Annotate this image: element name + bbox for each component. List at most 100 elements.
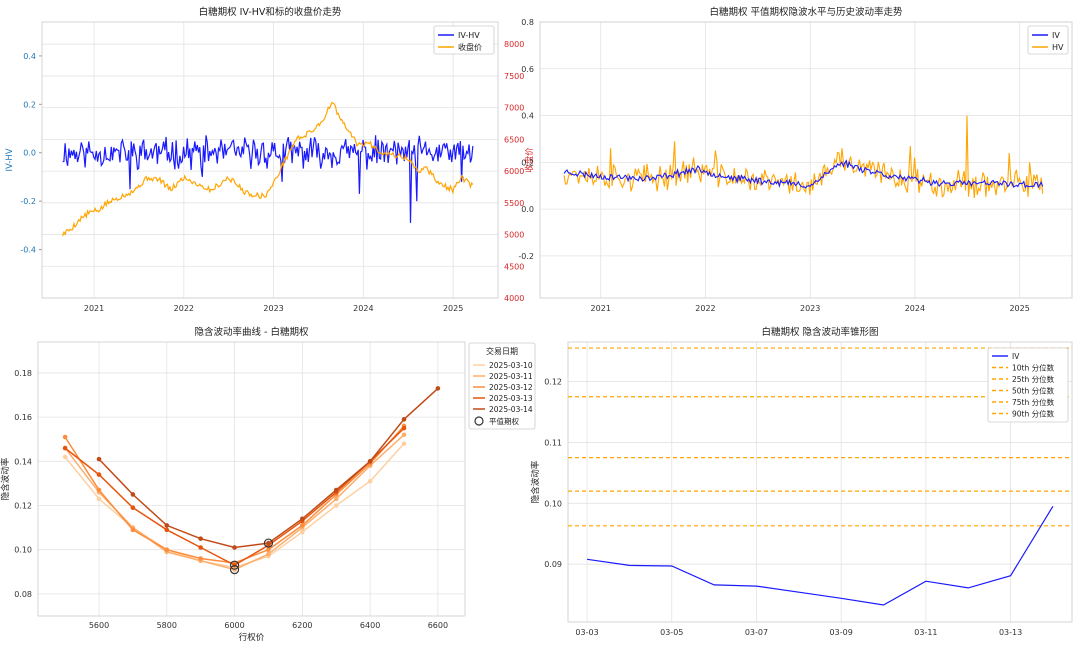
legend-atm-marker [474, 416, 484, 426]
y2-tick-label: 7500 [504, 72, 524, 81]
legend-label: 90th 分位数 [1012, 409, 1055, 419]
panel2-frame [539, 21, 1073, 299]
chart-iv-hv: 2021 2022 2023 2024 2025 -0.2 0.0 0.2 0.4 0.6 0.8 白… [518, 6, 1073, 313]
x-tick-label: 2025 [1009, 304, 1029, 313]
smile-point [300, 516, 305, 522]
legend-label: IV [1052, 31, 1060, 40]
legend-label: 2025-03-10 [489, 361, 533, 370]
smile-point [96, 496, 102, 502]
legend-label: 2025-03-13 [489, 394, 533, 403]
smile-point [401, 417, 407, 422]
y2-axis-label: 收盘价 [524, 147, 535, 173]
x-tick-label: 6200 [292, 621, 312, 630]
smile-point [164, 547, 170, 553]
y-tick-label: -0.2 [518, 252, 534, 261]
smile-point [96, 472, 102, 477]
legend-box [987, 347, 1069, 423]
x-axis-label: 行权价 [239, 632, 265, 643]
smile-point [62, 434, 68, 440]
y2-tick-label: 6000 [504, 167, 524, 176]
y2-tick-label: 5000 [504, 231, 524, 240]
smile-point [96, 456, 102, 462]
x-tick-label: 2024 [905, 304, 925, 313]
smile-point [96, 487, 102, 493]
chart-ivhv-close: 2021 2022 2023 2024 2025 4000 4500 5000 5500 6000… [5, 6, 535, 313]
y-axis-label: IV-HV [5, 148, 15, 171]
x-tick-label: 03-09 [830, 628, 853, 637]
chart-smile: 5600 5800 6000 6200 6400 6600 0.08 0.10 0.12 0.14… [0, 326, 536, 643]
smile-point [367, 459, 373, 464]
x-tick-label: 2021 [84, 304, 104, 313]
y-tick-label: 0.0 [521, 205, 534, 214]
chart-title: 白糖期权 IV-HV和标的收盘价走势 [199, 6, 342, 18]
chart-title: 白糖期权 平值期权隐波水平与历史波动率走势 [709, 6, 903, 18]
legend-label: 2025-03-12 [489, 383, 533, 392]
panel1-frame [41, 21, 499, 299]
x-tick-label: 6400 [360, 621, 380, 630]
legend-label: 2025-03-11 [489, 372, 533, 381]
legend-label: 收盘价 [458, 42, 482, 52]
smile-point [333, 496, 339, 502]
x-tick-label: 6000 [224, 621, 244, 630]
smile-point [130, 505, 136, 511]
smile-point [333, 487, 339, 493]
smile-line [98, 387, 439, 549]
legend-label: 50th 分位数 [1012, 386, 1055, 396]
y-tick-label: 0.12 [14, 502, 32, 511]
y-tick-label: 0.4 [521, 112, 534, 121]
y-tick-label: 0.09 [544, 560, 562, 569]
panel3-frame [37, 341, 466, 617]
legend-label: 平值期权 [489, 416, 519, 426]
y2-tick-label: 7000 [504, 104, 524, 113]
x-tick-label: 2025 [443, 304, 463, 313]
y-tick-label: 0.08 [14, 590, 32, 599]
smile-point [367, 478, 373, 484]
y-tick-label: 0.11 [544, 438, 562, 447]
y-tick-label: -0.4 [20, 246, 36, 255]
legend-label: 2025-03-14 [489, 405, 533, 414]
x-tick-label: 2022 [695, 304, 715, 313]
x-tick-label: 2024 [353, 304, 373, 313]
series-iv-line [563, 159, 1044, 189]
y-tick-label: -0.2 [20, 197, 36, 206]
series-hv-line [563, 115, 1044, 198]
x-tick-label: 03-07 [745, 628, 768, 637]
smile-point [401, 425, 407, 431]
smile-point [300, 529, 305, 535]
smile-point [198, 545, 203, 550]
x-tick-label: 03-03 [575, 628, 598, 637]
smile-point [62, 445, 68, 451]
smile-point [266, 547, 271, 553]
y2-tick-label: 5500 [504, 199, 524, 208]
y2-tick-label: 4500 [504, 262, 524, 271]
y2-tick-label: 4000 [504, 294, 524, 303]
smile-point [198, 556, 203, 561]
y-tick-label: 0.6 [521, 65, 534, 74]
smile-point [300, 523, 305, 528]
legend-label: IV-HV [458, 31, 480, 40]
smile-point [266, 551, 271, 557]
y-tick-label: 0.0 [23, 149, 36, 158]
smile-point [130, 492, 136, 497]
x-tick-label: 03-11 [914, 628, 937, 637]
x-tick-label: 6600 [428, 621, 448, 630]
atm-marker [229, 560, 240, 570]
chart-title: 白糖期权 隐含波动率锥形图 [761, 326, 878, 338]
x-tick-label: 2023 [263, 304, 283, 313]
smile-point [130, 527, 136, 533]
legend-label: 10th 分位数 [1012, 363, 1055, 373]
atm-marker [229, 564, 240, 575]
smile-point [164, 527, 170, 533]
x-tick-label: 2021 [591, 304, 611, 313]
smile-point [401, 432, 407, 438]
smile-point [266, 540, 271, 546]
y2-tick-label: 6500 [504, 135, 524, 144]
x-tick-label: 03-05 [660, 628, 683, 637]
y-axis-label: 隐含波动率 [0, 457, 11, 500]
panel4-frame [567, 341, 1073, 623]
legend-label: HV [1052, 43, 1064, 52]
legend-label: 25th 分位数 [1012, 374, 1055, 384]
y-tick-label: 0.12 [544, 378, 562, 387]
y2-tick-label: 8000 [504, 40, 524, 49]
atm-marker [263, 538, 274, 548]
